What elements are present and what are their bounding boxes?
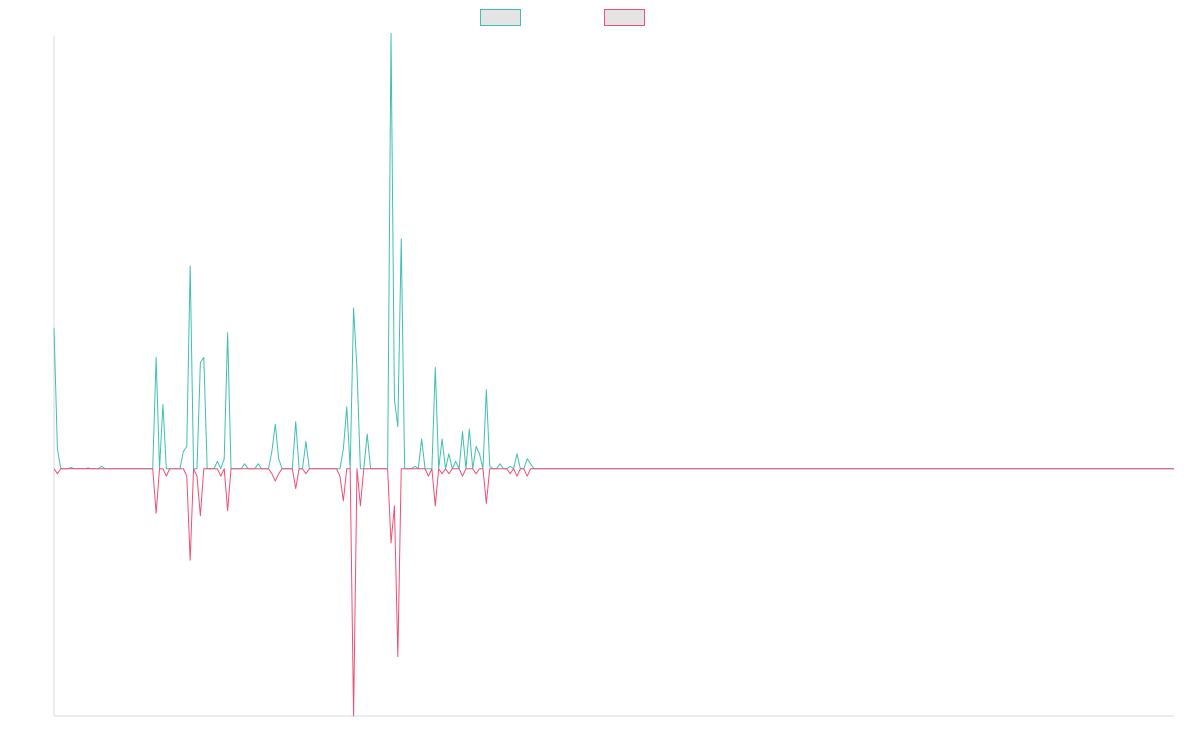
series-layer [53, 33, 1174, 717]
series-line-a [53, 33, 1174, 470]
legend-swatch-series-a[interactable] [480, 9, 521, 26]
legend[interactable] [480, 9, 645, 26]
legend-swatch-series-b[interactable] [604, 9, 645, 26]
series-line-b [53, 468, 1174, 717]
